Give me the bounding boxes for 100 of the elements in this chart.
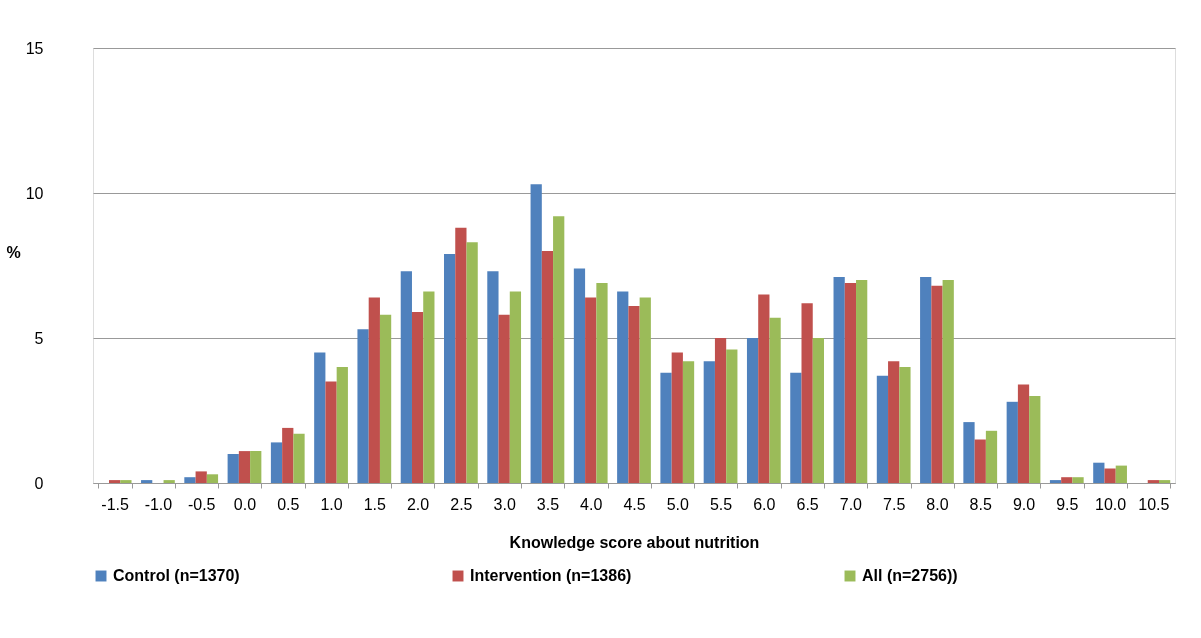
bar xyxy=(530,184,542,483)
bar xyxy=(379,314,392,483)
y-tick-label: 15 xyxy=(25,39,44,57)
x-tick-label: 7.5 xyxy=(883,495,906,513)
bar xyxy=(920,277,932,483)
bar xyxy=(801,303,813,483)
bar xyxy=(899,367,911,483)
bar xyxy=(163,480,175,483)
x-tick-label: 0.5 xyxy=(277,495,300,513)
x-tick-label: 1.0 xyxy=(320,495,343,513)
bar xyxy=(963,422,975,483)
x-tick-label: 9.5 xyxy=(1056,495,1079,513)
bar xyxy=(1093,462,1105,483)
bar xyxy=(617,291,629,483)
x-tick-label: 3.0 xyxy=(493,495,516,513)
bar xyxy=(769,317,781,483)
bar xyxy=(1006,401,1018,483)
bar xyxy=(553,216,565,483)
x-tick-label: 1.5 xyxy=(363,495,387,513)
x-tick-label: -1.0 xyxy=(144,495,173,513)
x-tick-label: -0.5 xyxy=(187,495,216,513)
bar xyxy=(195,471,207,483)
bar xyxy=(714,338,727,483)
x-tick-label: 9.0 xyxy=(1012,495,1036,513)
bar xyxy=(1049,480,1062,483)
x-tick-label: 2.5 xyxy=(450,495,473,513)
bar xyxy=(833,277,845,483)
bar xyxy=(660,372,672,483)
x-tick-label: 8.5 xyxy=(969,495,992,513)
bar xyxy=(368,297,380,483)
bar xyxy=(227,454,239,483)
bar xyxy=(1061,477,1073,483)
x-tick-label: 0.0 xyxy=(233,495,257,513)
bar xyxy=(985,430,998,483)
bar xyxy=(844,282,857,483)
x-tick-label: 4.0 xyxy=(580,495,603,513)
bar xyxy=(109,480,121,483)
bar xyxy=(466,242,478,483)
bar xyxy=(790,372,802,483)
bar xyxy=(812,338,824,483)
bar xyxy=(876,375,889,483)
bar xyxy=(541,251,554,483)
y-axis-title: % xyxy=(6,244,21,261)
bar xyxy=(423,291,435,483)
bar xyxy=(639,297,651,483)
legend-label: All (n=2756)) xyxy=(862,567,958,584)
bar xyxy=(444,253,456,483)
y-tick-label: 5 xyxy=(34,329,44,347)
x-tick-label: 10.5 xyxy=(1138,495,1170,513)
bar xyxy=(455,227,467,483)
x-tick-label: 6.5 xyxy=(796,495,819,513)
bar xyxy=(758,294,770,483)
bar xyxy=(411,311,424,483)
bar xyxy=(238,451,251,483)
bar xyxy=(270,442,283,483)
bar xyxy=(746,338,759,483)
x-tick-label: 2.0 xyxy=(406,495,430,513)
x-tick-label: 10.0 xyxy=(1095,495,1127,513)
bar xyxy=(931,285,943,483)
bar xyxy=(682,361,695,483)
x-tick-label: 5.5 xyxy=(709,495,733,513)
bar xyxy=(942,280,954,483)
bar xyxy=(1029,396,1041,483)
y-tick-label: 0 xyxy=(34,474,44,492)
bar xyxy=(336,367,348,483)
legend-label: Control (n=1370) xyxy=(113,567,240,584)
bar xyxy=(726,349,738,483)
bar xyxy=(856,280,868,483)
bar xyxy=(120,480,132,483)
x-tick-label: -1.5 xyxy=(101,495,130,513)
bar xyxy=(585,297,597,483)
bar xyxy=(184,477,196,483)
bar xyxy=(206,474,219,483)
bar xyxy=(974,439,986,483)
x-tick-label: 7.0 xyxy=(839,495,863,513)
bar xyxy=(498,314,510,483)
bar xyxy=(487,271,499,483)
bar xyxy=(400,271,412,483)
bar xyxy=(1072,477,1084,483)
bar xyxy=(1104,468,1116,483)
bar xyxy=(1158,480,1171,483)
bar xyxy=(1017,384,1030,483)
bar xyxy=(1147,480,1159,483)
x-tick-label: 5.0 xyxy=(666,495,689,513)
x-tick-label: 3.5 xyxy=(536,495,560,513)
bar xyxy=(325,381,337,483)
bar xyxy=(1115,465,1127,483)
bar xyxy=(509,291,522,483)
y-tick-label: 10 xyxy=(25,184,44,202)
bar xyxy=(703,361,715,483)
bar xyxy=(314,352,326,483)
x-axis-title: Knowledge score about nutrition xyxy=(509,533,760,551)
bar xyxy=(141,480,153,483)
bar xyxy=(573,268,586,483)
bar xyxy=(293,433,305,483)
x-tick-label: 8.0 xyxy=(926,495,949,513)
x-tick-label: 6.0 xyxy=(753,495,776,513)
bar xyxy=(596,282,608,483)
bar xyxy=(628,306,640,483)
bar xyxy=(671,352,683,483)
